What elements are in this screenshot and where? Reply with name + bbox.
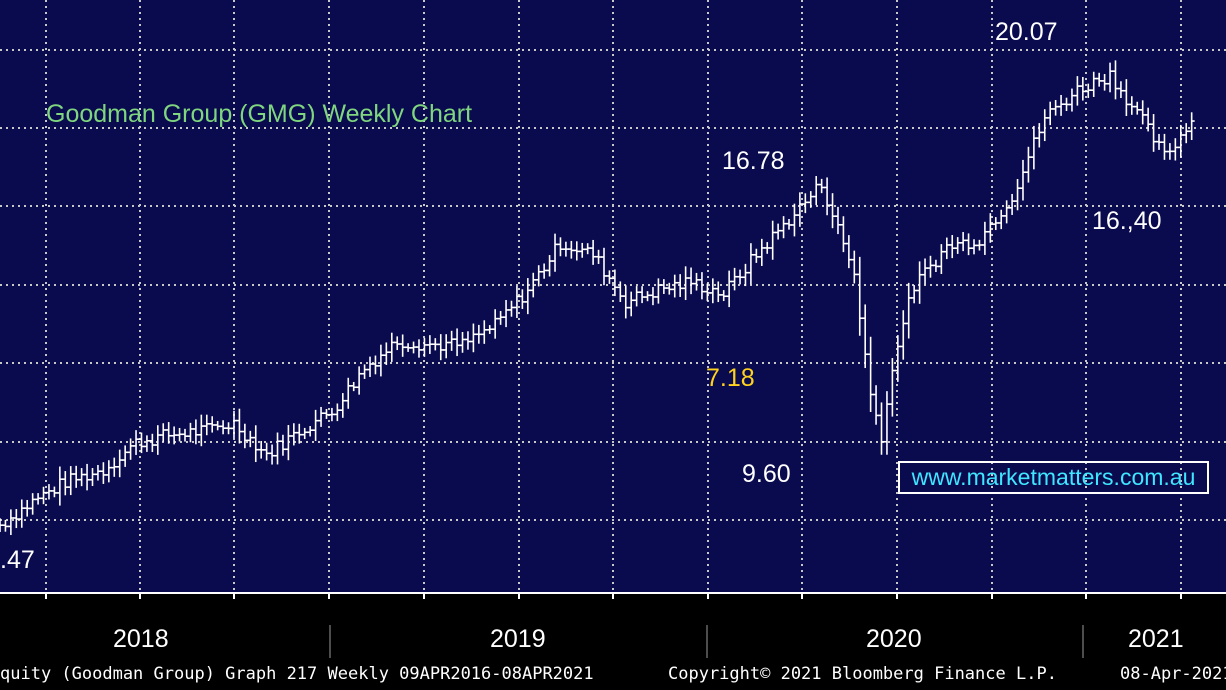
year-label-2018: 2018 [113,625,169,653]
year-label-2021: 2021 [1128,625,1184,653]
label-peak-high: 20.07 [995,18,1058,46]
label-start-value: .47 [0,546,35,574]
footer-copyright: Copyright© 2021 Bloomberg Finance L.P. [668,664,1057,684]
label-pre-crash-high: 16.78 [722,147,785,175]
footer-security: quity (Goodman Group) Graph 217 Weekly 0… [0,664,594,684]
year-label-2019: 2019 [490,625,546,653]
plot-area [0,0,1226,593]
time-axis-band [0,593,1226,690]
footer-date: 08-Apr-2021 [1120,664,1226,684]
watermark-url: www.marketmatters.com.au [898,461,1209,494]
label-yellow-level: 7.18 [706,364,755,392]
year-label-2020: 2020 [866,625,922,653]
label-covid-low: 9.60 [742,460,791,488]
label-recent-low: 16.,40 [1092,207,1162,235]
chart-title: Goodman Group (GMG) Weekly Chart [46,100,473,128]
